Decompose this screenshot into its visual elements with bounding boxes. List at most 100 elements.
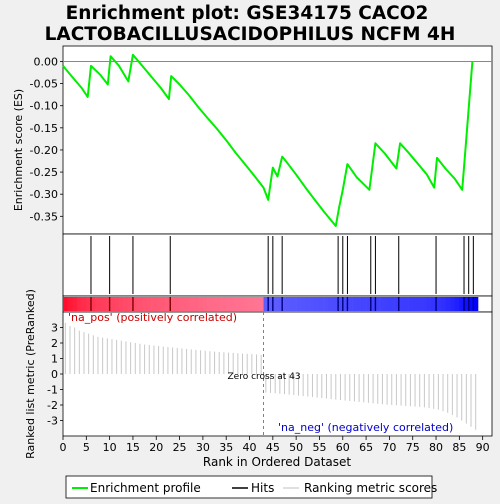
heatmap-cell xyxy=(174,297,180,311)
rank-y-tick-label: 3 xyxy=(51,322,58,335)
legend: Enrichment profile Hits Ranking metric s… xyxy=(65,475,437,499)
x-tick-label: 90 xyxy=(476,441,490,454)
heatmap-cell xyxy=(398,297,404,311)
heatmap-cell xyxy=(72,297,78,311)
x-tick-label: 70 xyxy=(382,441,396,454)
heatmap-cell xyxy=(356,297,362,311)
heatmap-cell xyxy=(76,297,82,311)
heatmap-cell xyxy=(188,297,194,311)
heatmap-cell xyxy=(338,297,344,311)
heatmap-cell xyxy=(212,297,218,311)
heatmap-cell xyxy=(286,297,292,311)
heatmap-cell xyxy=(347,297,353,311)
heatmap-cell xyxy=(216,297,222,311)
heatmap-cell xyxy=(408,297,414,311)
heatmap-cell xyxy=(384,297,390,311)
heatmap-cell xyxy=(207,297,213,311)
heatmap-cell xyxy=(426,297,432,311)
x-tick-label: 5 xyxy=(83,441,90,454)
heatmap-cell xyxy=(235,297,241,311)
heatmap-cell xyxy=(333,297,339,311)
heatmap-cell xyxy=(118,297,124,311)
heatmap-cell xyxy=(202,297,208,311)
heatmap-cell xyxy=(114,297,120,311)
rank-y-tick-label: -1 xyxy=(47,384,58,397)
heatmap-cell xyxy=(137,297,143,311)
heatmap-cell xyxy=(436,297,442,311)
heatmap-cell xyxy=(179,297,185,311)
heatmap-cell xyxy=(165,297,171,311)
heatmap-cell xyxy=(67,297,73,311)
enrichment-profile-line xyxy=(62,53,474,227)
heatmap-cell xyxy=(170,297,176,311)
x-tick-label: 75 xyxy=(406,441,420,454)
heatmap-cell xyxy=(310,297,316,311)
heatmap-cell xyxy=(86,297,92,311)
x-tick-label: 10 xyxy=(103,441,117,454)
x-tick-label: 65 xyxy=(359,441,373,454)
heatmap-cell xyxy=(193,297,199,311)
heatmap-cell xyxy=(445,297,451,311)
es-panel xyxy=(62,45,493,235)
heatmap-cell xyxy=(249,297,255,311)
es-y-label: Enrichment score (ES) xyxy=(12,89,25,211)
title-line-1: Enrichment plot: GSE34175 CACO2 xyxy=(66,3,429,24)
heatmap-cell xyxy=(412,297,418,311)
heatmap-cell xyxy=(132,297,138,311)
heatmap-cell xyxy=(282,297,288,311)
x-tick-label: 60 xyxy=(336,441,350,454)
heatmap-cell xyxy=(230,297,236,311)
heatmap-cell xyxy=(244,297,250,311)
es-y-tick-label: -0.25 xyxy=(30,166,58,179)
heatmap-cell xyxy=(305,297,311,311)
x-tick-label: 25 xyxy=(173,441,187,454)
legend-label-hits: Hits xyxy=(251,481,274,495)
title-line-2: LACTOBACILLUSACIDOPHILUS NCFM 4H xyxy=(45,24,456,45)
heatmap-cell xyxy=(221,297,227,311)
x-axis: 0 5 10 15 20 25 30 35 40 45 50 55 60 65 70 75 80 85 90 xyxy=(60,436,490,454)
es-y-tick-label: -0.05 xyxy=(30,78,58,91)
heatmap-cell xyxy=(104,297,110,311)
heatmap-cell xyxy=(324,297,330,311)
es-y-tick-label: -0.35 xyxy=(30,210,58,223)
es-y-tick-label: 0.00 xyxy=(34,55,59,68)
es-y-tick-label: -0.10 xyxy=(30,100,58,113)
x-tick-label: 35 xyxy=(219,441,233,454)
rank-metric-panel xyxy=(62,311,493,437)
heatmap-cell xyxy=(394,297,400,311)
x-tick-label: 50 xyxy=(289,441,303,454)
heatmap-cell xyxy=(123,297,129,311)
es-y-axis: 0.00 -0.05 -0.10 -0.15 -0.20 -0.25 -0.30 -0.35 xyxy=(30,55,63,223)
ranking-heatmap-bar xyxy=(63,297,479,311)
x-tick-label: 55 xyxy=(312,441,326,454)
heatmap-cell xyxy=(389,297,395,311)
rank-y-axis: 3 2 1 0 -1 -2 -3 xyxy=(47,322,63,428)
rank-y-tick-label: -2 xyxy=(47,399,58,412)
heatmap-cell xyxy=(240,297,246,311)
heatmap-cell xyxy=(328,297,334,311)
heatmap-cell xyxy=(296,297,302,311)
na-neg-label: 'na_neg' (negatively correlated) xyxy=(278,421,453,434)
rank-y-tick-label: -3 xyxy=(47,415,58,428)
heatmap-cell xyxy=(380,297,386,311)
rank-y-tick-label: 2 xyxy=(51,337,58,350)
heatmap-cell xyxy=(63,297,68,311)
x-tick-label: 20 xyxy=(149,441,163,454)
heatmap-cell xyxy=(468,297,474,311)
legend-box xyxy=(65,475,433,499)
heatmap-cell xyxy=(268,297,274,311)
heatmap-cell xyxy=(473,297,479,311)
heatmap-cell xyxy=(464,297,469,311)
heatmap-cell xyxy=(160,297,166,311)
heatmap-cell xyxy=(151,297,157,311)
heatmap-cell xyxy=(128,297,134,311)
x-tick-label: 30 xyxy=(196,441,210,454)
heatmap-cell xyxy=(454,297,460,311)
heatmap-cell xyxy=(146,297,152,311)
heatmap-cell xyxy=(100,297,106,311)
x-tick-label: 0 xyxy=(60,441,67,454)
es-y-tick-label: -0.20 xyxy=(30,144,58,157)
heatmap-cell xyxy=(361,297,367,311)
